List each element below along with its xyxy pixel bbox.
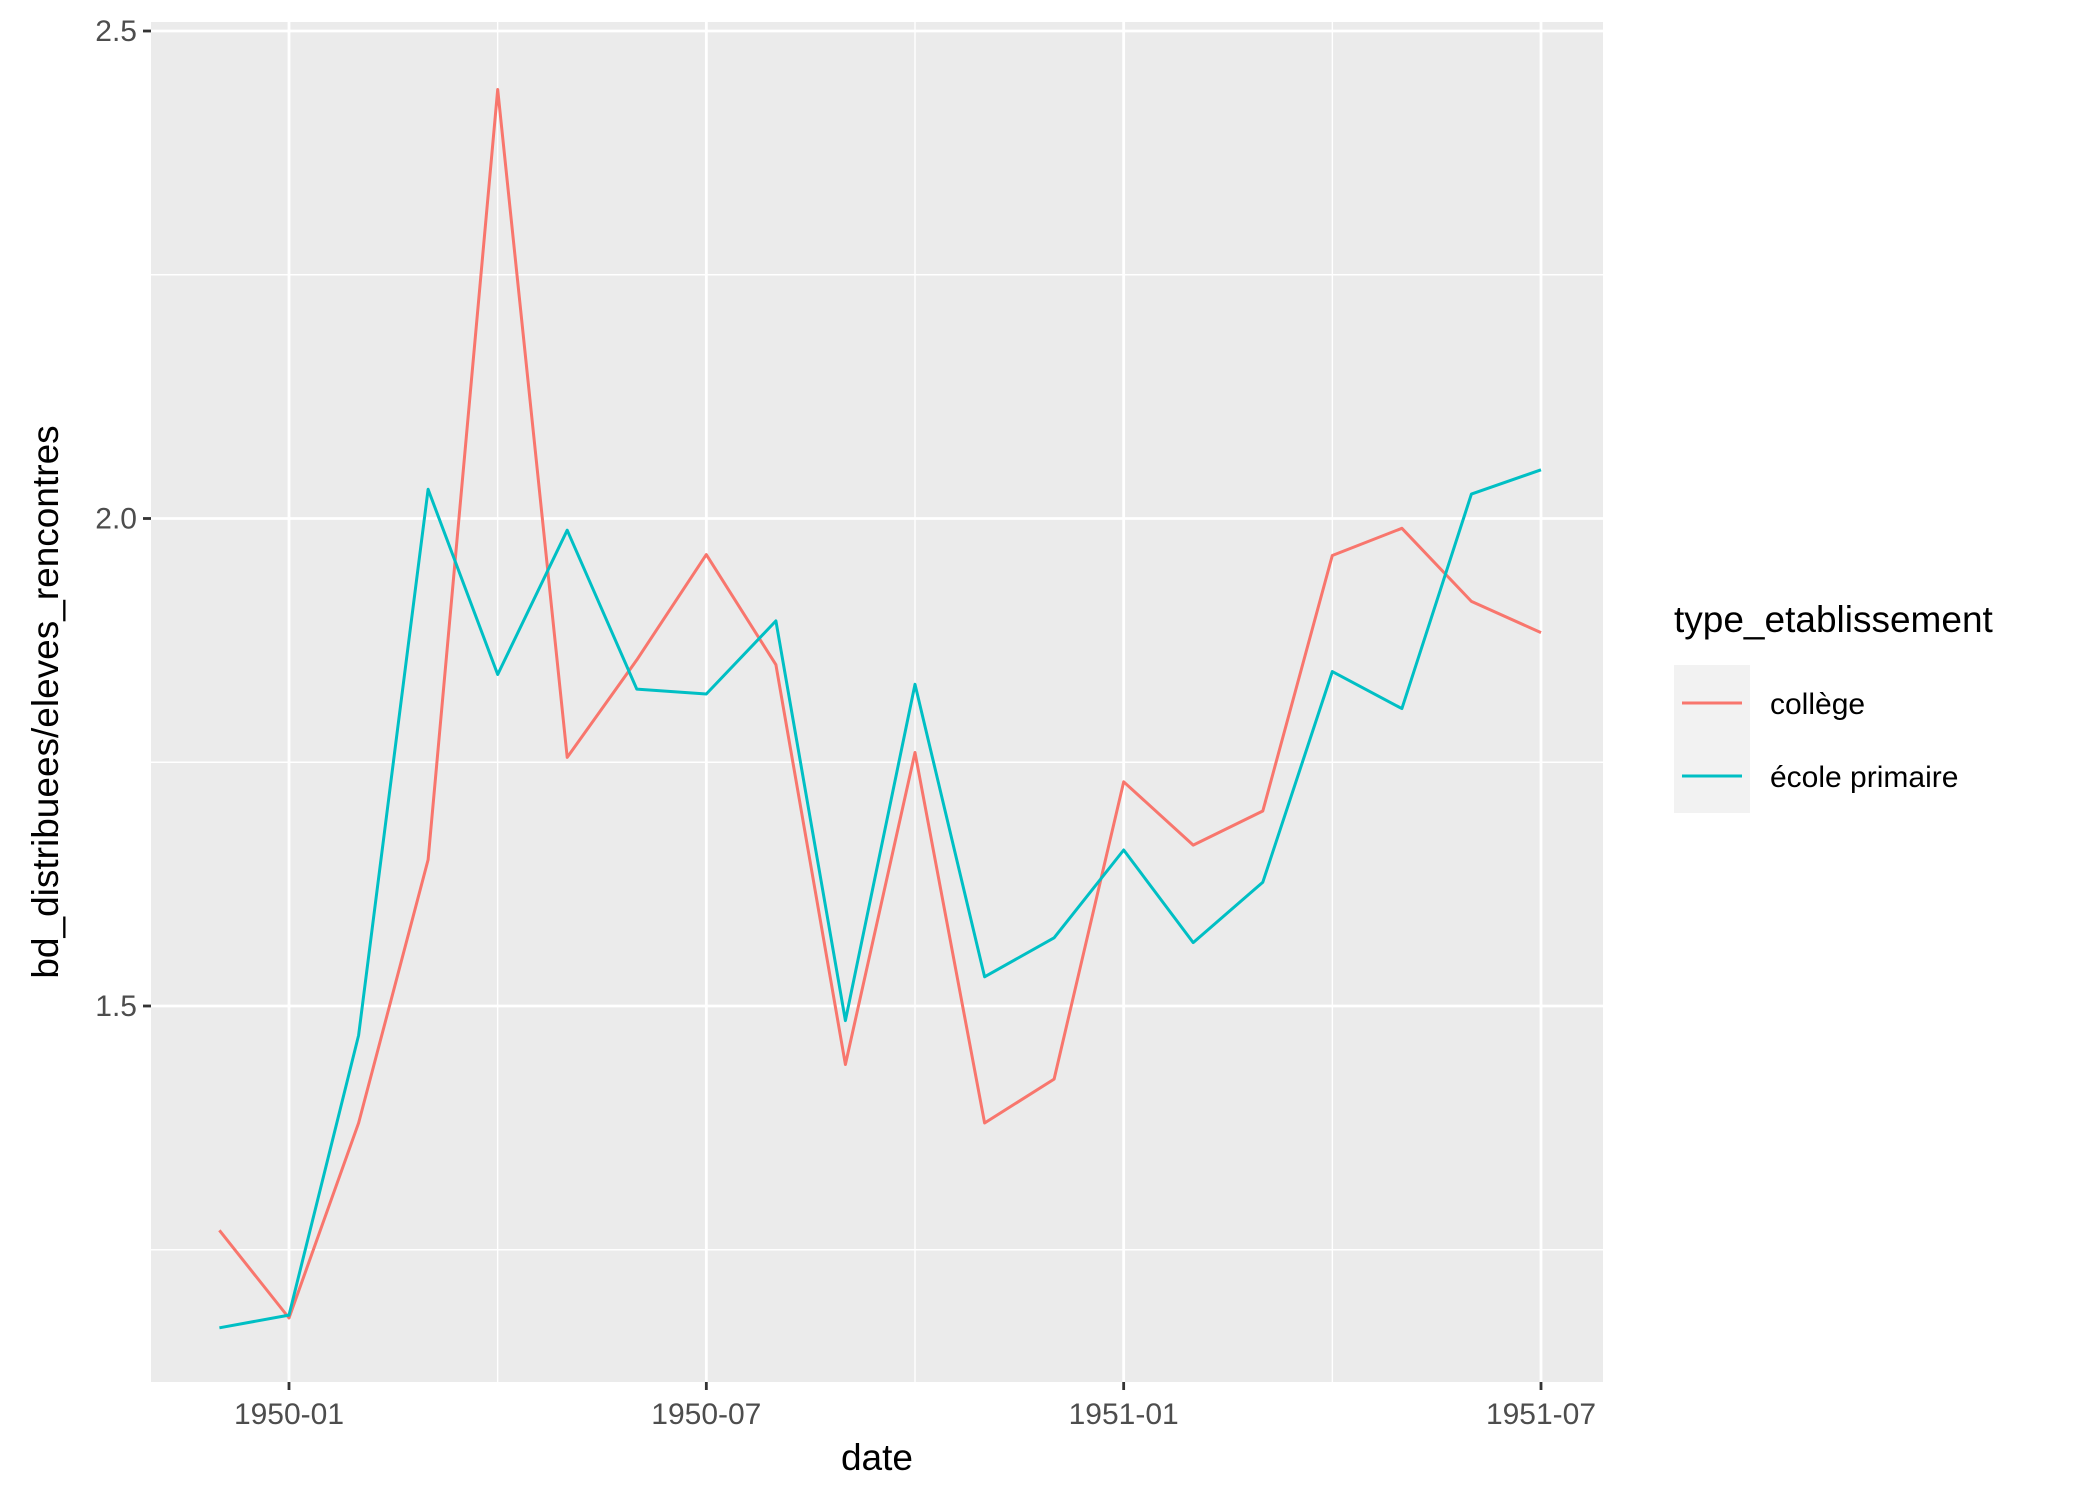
x-tick-label: 1950-07 bbox=[651, 1398, 761, 1431]
y-tick-label: 2.0 bbox=[95, 503, 137, 536]
x-axis-title: date bbox=[841, 1437, 913, 1478]
x-axis: 1950-01 1950-07 1951-01 1951-07 bbox=[234, 1382, 1596, 1431]
legend-title: type_etablissement bbox=[1674, 599, 1994, 640]
legend: type_etablissement collège école primair… bbox=[1674, 599, 1994, 813]
y-axis-title: bd_distribuees/eleves_rencontres bbox=[25, 425, 66, 978]
grid-major bbox=[151, 22, 1603, 1382]
legend-key-background bbox=[1674, 665, 1750, 813]
legend-label-college: collège bbox=[1770, 688, 1865, 721]
plot-panel bbox=[151, 22, 1603, 1382]
series-line-college bbox=[218, 88, 1542, 1320]
y-tick-label: 2.5 bbox=[95, 15, 137, 48]
legend-label-ecole-primaire: école primaire bbox=[1770, 761, 1958, 794]
x-tick-label: 1951-07 bbox=[1486, 1398, 1596, 1431]
y-axis: 1.5 2.0 2.5 bbox=[95, 15, 151, 1023]
y-tick-label: 1.5 bbox=[95, 990, 137, 1023]
series-lines bbox=[218, 88, 1542, 1330]
x-tick-label: 1951-01 bbox=[1069, 1398, 1179, 1431]
x-tick-label: 1950-01 bbox=[234, 1398, 344, 1431]
series-line-ecole-primaire bbox=[219, 468, 1542, 1330]
